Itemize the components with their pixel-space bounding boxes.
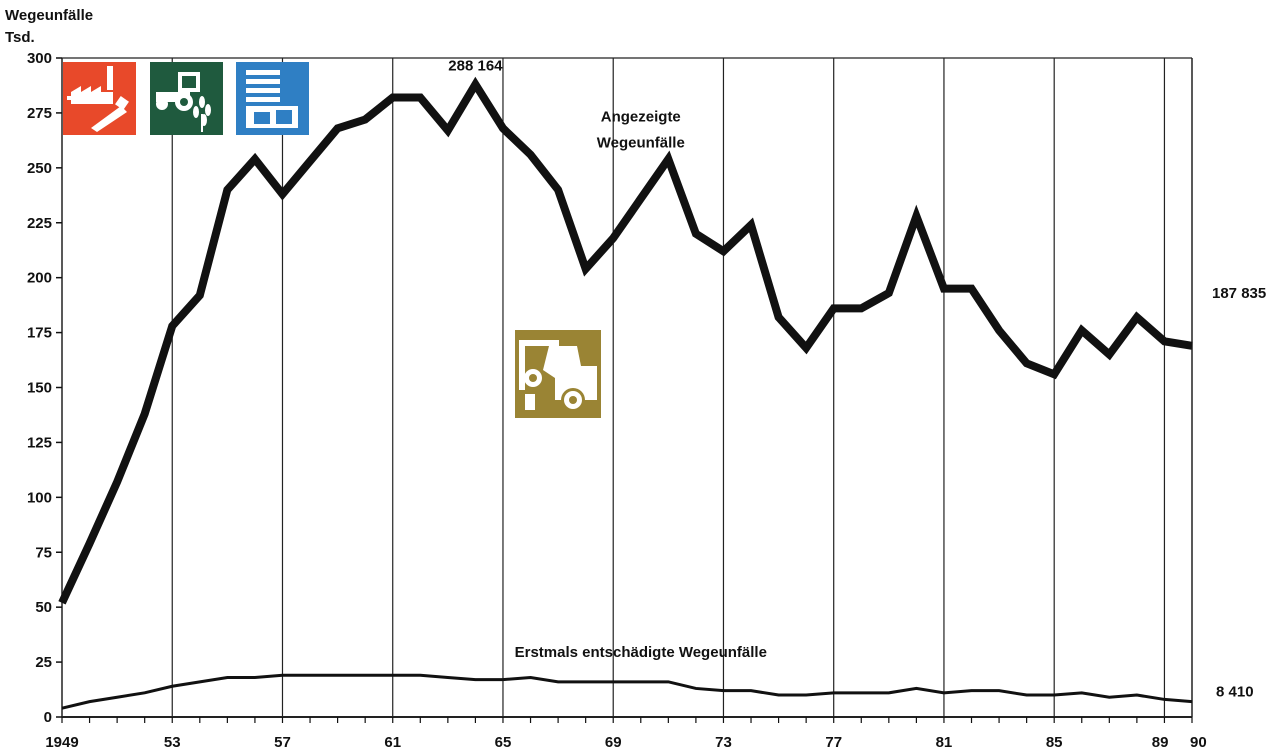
axes: [56, 57, 1193, 723]
series-label-main-line2: Wegeunfälle: [597, 134, 685, 151]
x-tick-label-65: 65: [495, 734, 512, 751]
y-tick-label-75: 75: [35, 544, 52, 561]
series-lines: [58, 76, 1193, 710]
series-line-2: [61, 673, 1193, 710]
y-tick-label-250: 250: [27, 160, 52, 177]
secondary-end-value-label: 8 410: [1216, 683, 1254, 700]
y-tick-labels: 0 25 50 75 100 125 150 175 200 225 250 275 300: [27, 50, 52, 726]
x-tick-labels: 1949 53 57 61 65 69 73 77 81 85 89 90: [45, 734, 1206, 751]
y-axis-title-line2: Tsd.: [5, 29, 35, 46]
y-axis-title-line1: Wegeunfälle: [5, 7, 93, 24]
series-line-1: [58, 76, 1193, 605]
y-tick-label-50: 50: [35, 599, 52, 616]
y-tick-label-25: 25: [35, 654, 52, 671]
y-tick-label-200: 200: [27, 270, 52, 287]
y-tick-label-150: 150: [27, 380, 52, 397]
x-tick-label-85: 85: [1046, 734, 1063, 751]
x-tick-label-69: 69: [605, 734, 622, 751]
y-tick-label-275: 275: [27, 105, 52, 122]
x-tick-label-89: 89: [1152, 734, 1169, 751]
traffic-accident-icon: [515, 330, 601, 418]
x-tick-label-73: 73: [715, 734, 732, 751]
main-end-value-label: 187 835: [1212, 285, 1266, 302]
agriculture-icon: [150, 62, 223, 135]
y-tick-label-175: 175: [27, 325, 52, 342]
x-tick-label-53: 53: [164, 734, 181, 751]
series-label-secondary: Erstmals entschädigte Wegeunfälle: [515, 644, 767, 661]
y-tick-label-0: 0: [44, 709, 52, 726]
x-tick-label-57: 57: [274, 734, 291, 751]
y-tick-label-300: 300: [27, 50, 52, 67]
industry-icon: [63, 62, 136, 135]
x-tick-label-81: 81: [936, 734, 953, 751]
y-tick-label-225: 225: [27, 215, 52, 232]
series-label-main-line1: Angezeigte: [601, 109, 681, 126]
annotations: 288 164 Angezeigte Wegeunfälle 187 835 E…: [448, 57, 1266, 700]
public-service-icon: [236, 62, 309, 135]
x-tick-label-1949: 1949: [45, 734, 78, 751]
y-tick-label-125: 125: [27, 434, 52, 451]
y-tick-label-100: 100: [27, 489, 52, 506]
x-tick-label-77: 77: [825, 734, 842, 751]
peak-value-label: 288 164: [448, 57, 503, 74]
x-tick-label-61: 61: [384, 734, 401, 751]
grid-lines: [171, 58, 1166, 717]
x-tick-label-90: 90: [1190, 734, 1207, 751]
